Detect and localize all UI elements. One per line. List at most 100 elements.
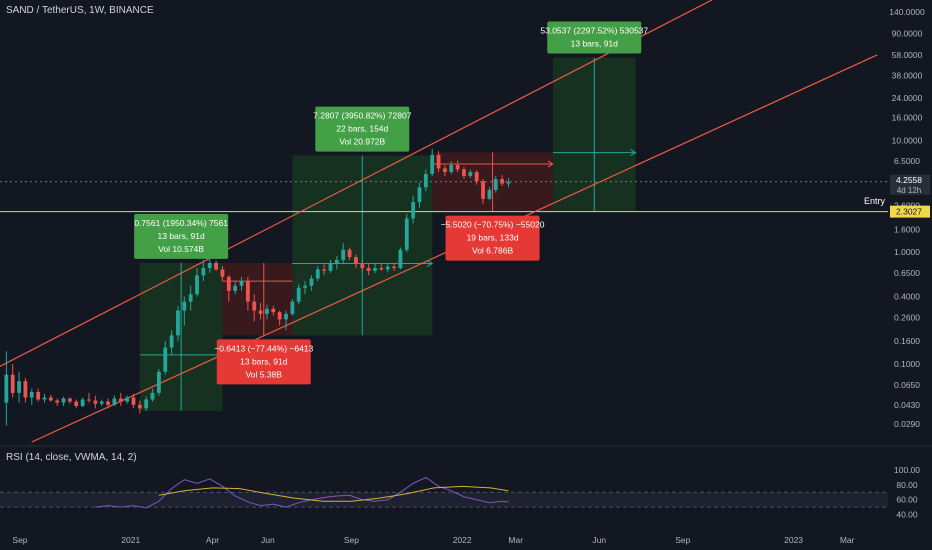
label-box [315,106,410,152]
candle [207,262,212,269]
candle [169,335,174,348]
candle [10,374,15,393]
label-box [216,339,311,385]
candle [296,287,301,302]
chart-title: SAND / TetherUS, 1W, BINANCE [6,5,154,16]
price-tick-label: 38.0000 [892,71,923,81]
rsi-title: RSI (14, close, VWMA, 14, 2) [6,452,137,463]
candle [354,257,358,265]
badge-bg [890,205,930,218]
label-box [134,213,229,259]
position-label-loss: −5.5020 (−70.75%) −55020 19 bars, 133d Vol… [441,215,545,261]
candle [131,397,136,405]
position-label-profit: 0.7561 (1950.34%) 7561 13 bars, 91d Vol 10… [134,213,229,259]
grid [0,181,888,213]
label-line: −0.6413 (−77.44%) −6413 [214,343,313,353]
badge-bg [890,174,930,195]
price-tick-label: 0.2600 [894,312,920,322]
price-tick-label: 0.1600 [894,336,920,346]
arrow-head [426,260,434,267]
rsi-ma-line [158,485,509,502]
candle [379,268,384,270]
label-line: 53.0537 (2297.52%) 530537 [540,26,648,36]
price-tick-label: 0.0290 [894,419,920,429]
price-tick-label: 0.1000 [894,359,920,369]
label-line: 13 bars, 91d [571,39,619,49]
price-tick-label: 16.0000 [892,112,923,122]
candle [87,399,91,401]
candle [462,169,466,176]
candle [112,398,117,405]
candle [252,301,257,311]
candle [239,281,244,286]
time-tick-label: Jun [261,535,275,545]
candle [144,399,149,409]
candle [404,218,409,250]
candle [265,308,269,314]
time-tick-label: Apr [206,535,219,545]
candle [500,179,505,184]
candle [36,392,41,400]
candle [290,301,295,314]
candle [182,301,187,311]
candle [328,262,333,271]
candle [392,266,396,269]
candle [93,400,98,404]
label-line: −5.5020 (−70.75%) −55020 [441,220,545,230]
countdown-value: 4d 12h [897,186,921,195]
time-tick-label: Sep [12,535,27,545]
label-line: 13 bars, 91d [158,231,206,241]
candle [436,154,441,169]
entry-price-value: 2.3027 [896,207,922,217]
time-tick-label: 2021 [121,535,140,545]
candle [423,173,428,188]
candle [23,381,28,398]
channel-lines [0,0,878,443]
candle [214,262,219,270]
candle [74,401,79,406]
candle [55,400,60,403]
position-zones [139,57,637,411]
candle [4,374,9,403]
candle [341,249,346,260]
candles [4,148,511,426]
candle [42,397,47,400]
label-line: 19 bars, 133d [467,233,519,243]
candle [195,275,199,295]
price-tick-label: 1.6000 [894,224,920,234]
arrow-head [547,160,554,168]
candle [226,276,231,291]
label-box [445,215,540,261]
label-line: Vol 5.38B [246,369,283,379]
price-tick-label: 24.0000 [892,93,923,103]
candle [118,398,123,402]
candle [176,310,180,336]
time-tick-label: Mar [840,535,855,545]
time-tick-label: Sep [675,535,690,545]
candle [334,259,339,263]
label-line: Vol 6.786B [472,246,513,256]
entry-price-badge: 2.3027 [890,205,930,218]
time-tick-label: Mar [508,535,523,545]
candle [398,249,403,269]
candle [48,397,53,401]
candle [150,392,155,400]
price-tick-label: 10.0000 [892,135,923,145]
candle [309,278,314,286]
channel-line-upper [0,0,713,367]
price-tick-label: 58.0000 [892,50,923,60]
candle [29,392,34,398]
candle [106,401,110,405]
candle [322,269,327,271]
candle [99,401,104,404]
candle [455,165,460,170]
candle [284,313,288,320]
label-line: 13 bars, 91d [240,356,288,366]
time-tick-label: 2023 [784,535,803,545]
candle [474,172,479,182]
price-tick-label: 1.0000 [894,247,920,257]
candle [17,381,21,393]
candle [125,397,130,402]
